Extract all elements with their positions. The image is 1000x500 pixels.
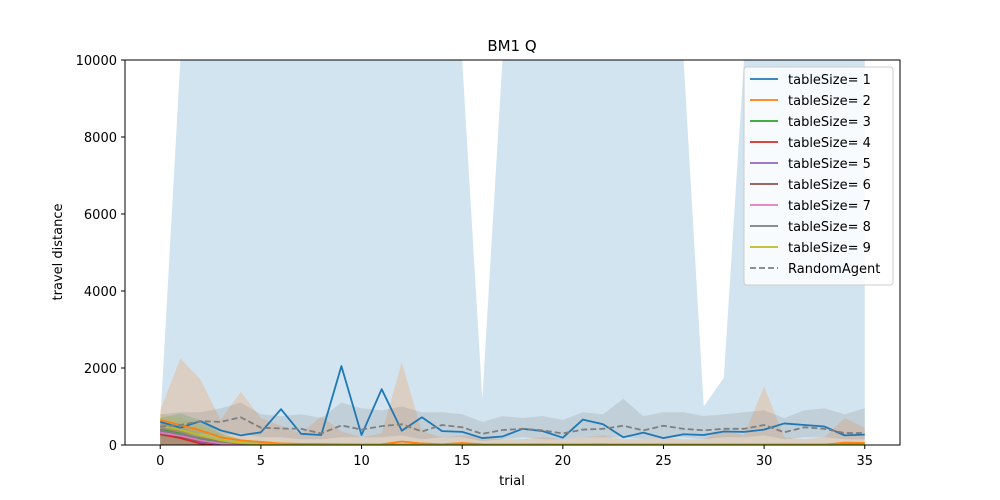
legend-label: tableSize= 9 (788, 241, 871, 256)
x-tick-label: 35 (856, 454, 873, 469)
y-tick-label: 6000 (84, 208, 117, 223)
x-tick-label: 15 (454, 454, 471, 469)
x-axis-ticks: 0 5 10 15 20 25 30 35 (156, 445, 873, 469)
x-tick-label: 5 (257, 454, 265, 469)
x-tick-label: 0 (156, 454, 164, 469)
x-tick-label: 25 (655, 454, 672, 469)
x-tick-label: 20 (555, 454, 572, 469)
legend-box (743, 66, 894, 286)
chart-title: BM1 Q (487, 37, 536, 55)
band-series-0 (160, 60, 865, 445)
y-tick-label: 0 (109, 439, 117, 454)
legend-label: tableSize= 6 (788, 178, 871, 193)
x-axis-label: trial (499, 474, 525, 489)
band-series-9 (160, 398, 865, 442)
line-series-0 (159, 365, 865, 439)
x-tick-label: 10 (353, 454, 370, 469)
legend-label: tableSize= 5 (788, 157, 871, 172)
legend-label: tableSize= 1 (788, 73, 871, 88)
legend-label: tableSize= 7 (788, 199, 871, 214)
legend-label: tableSize= 3 (788, 115, 871, 130)
legend-label: tableSize= 8 (788, 220, 871, 235)
y-tick-label: 2000 (84, 362, 117, 377)
y-tick-label: 10000 (76, 54, 117, 69)
legend: tableSize= 1 tableSize= 2 tableSize= 3 tabl… (743, 66, 894, 286)
y-tick-label: 8000 (84, 131, 117, 146)
plot-frame (124, 59, 901, 446)
legend-label: RandomAgent (788, 262, 880, 277)
y-tick-label: 4000 (84, 285, 117, 300)
x-tick-label: 30 (756, 454, 773, 469)
legend-label: tableSize= 4 (788, 136, 871, 151)
legend-label: tableSize= 2 (788, 94, 871, 109)
y-axis-label: travel distance (51, 204, 66, 301)
band-series-1 (160, 358, 865, 445)
line-series-9 (160, 416, 865, 435)
y-axis-ticks: 0 2000 4000 6000 8000 10000 (76, 54, 125, 454)
